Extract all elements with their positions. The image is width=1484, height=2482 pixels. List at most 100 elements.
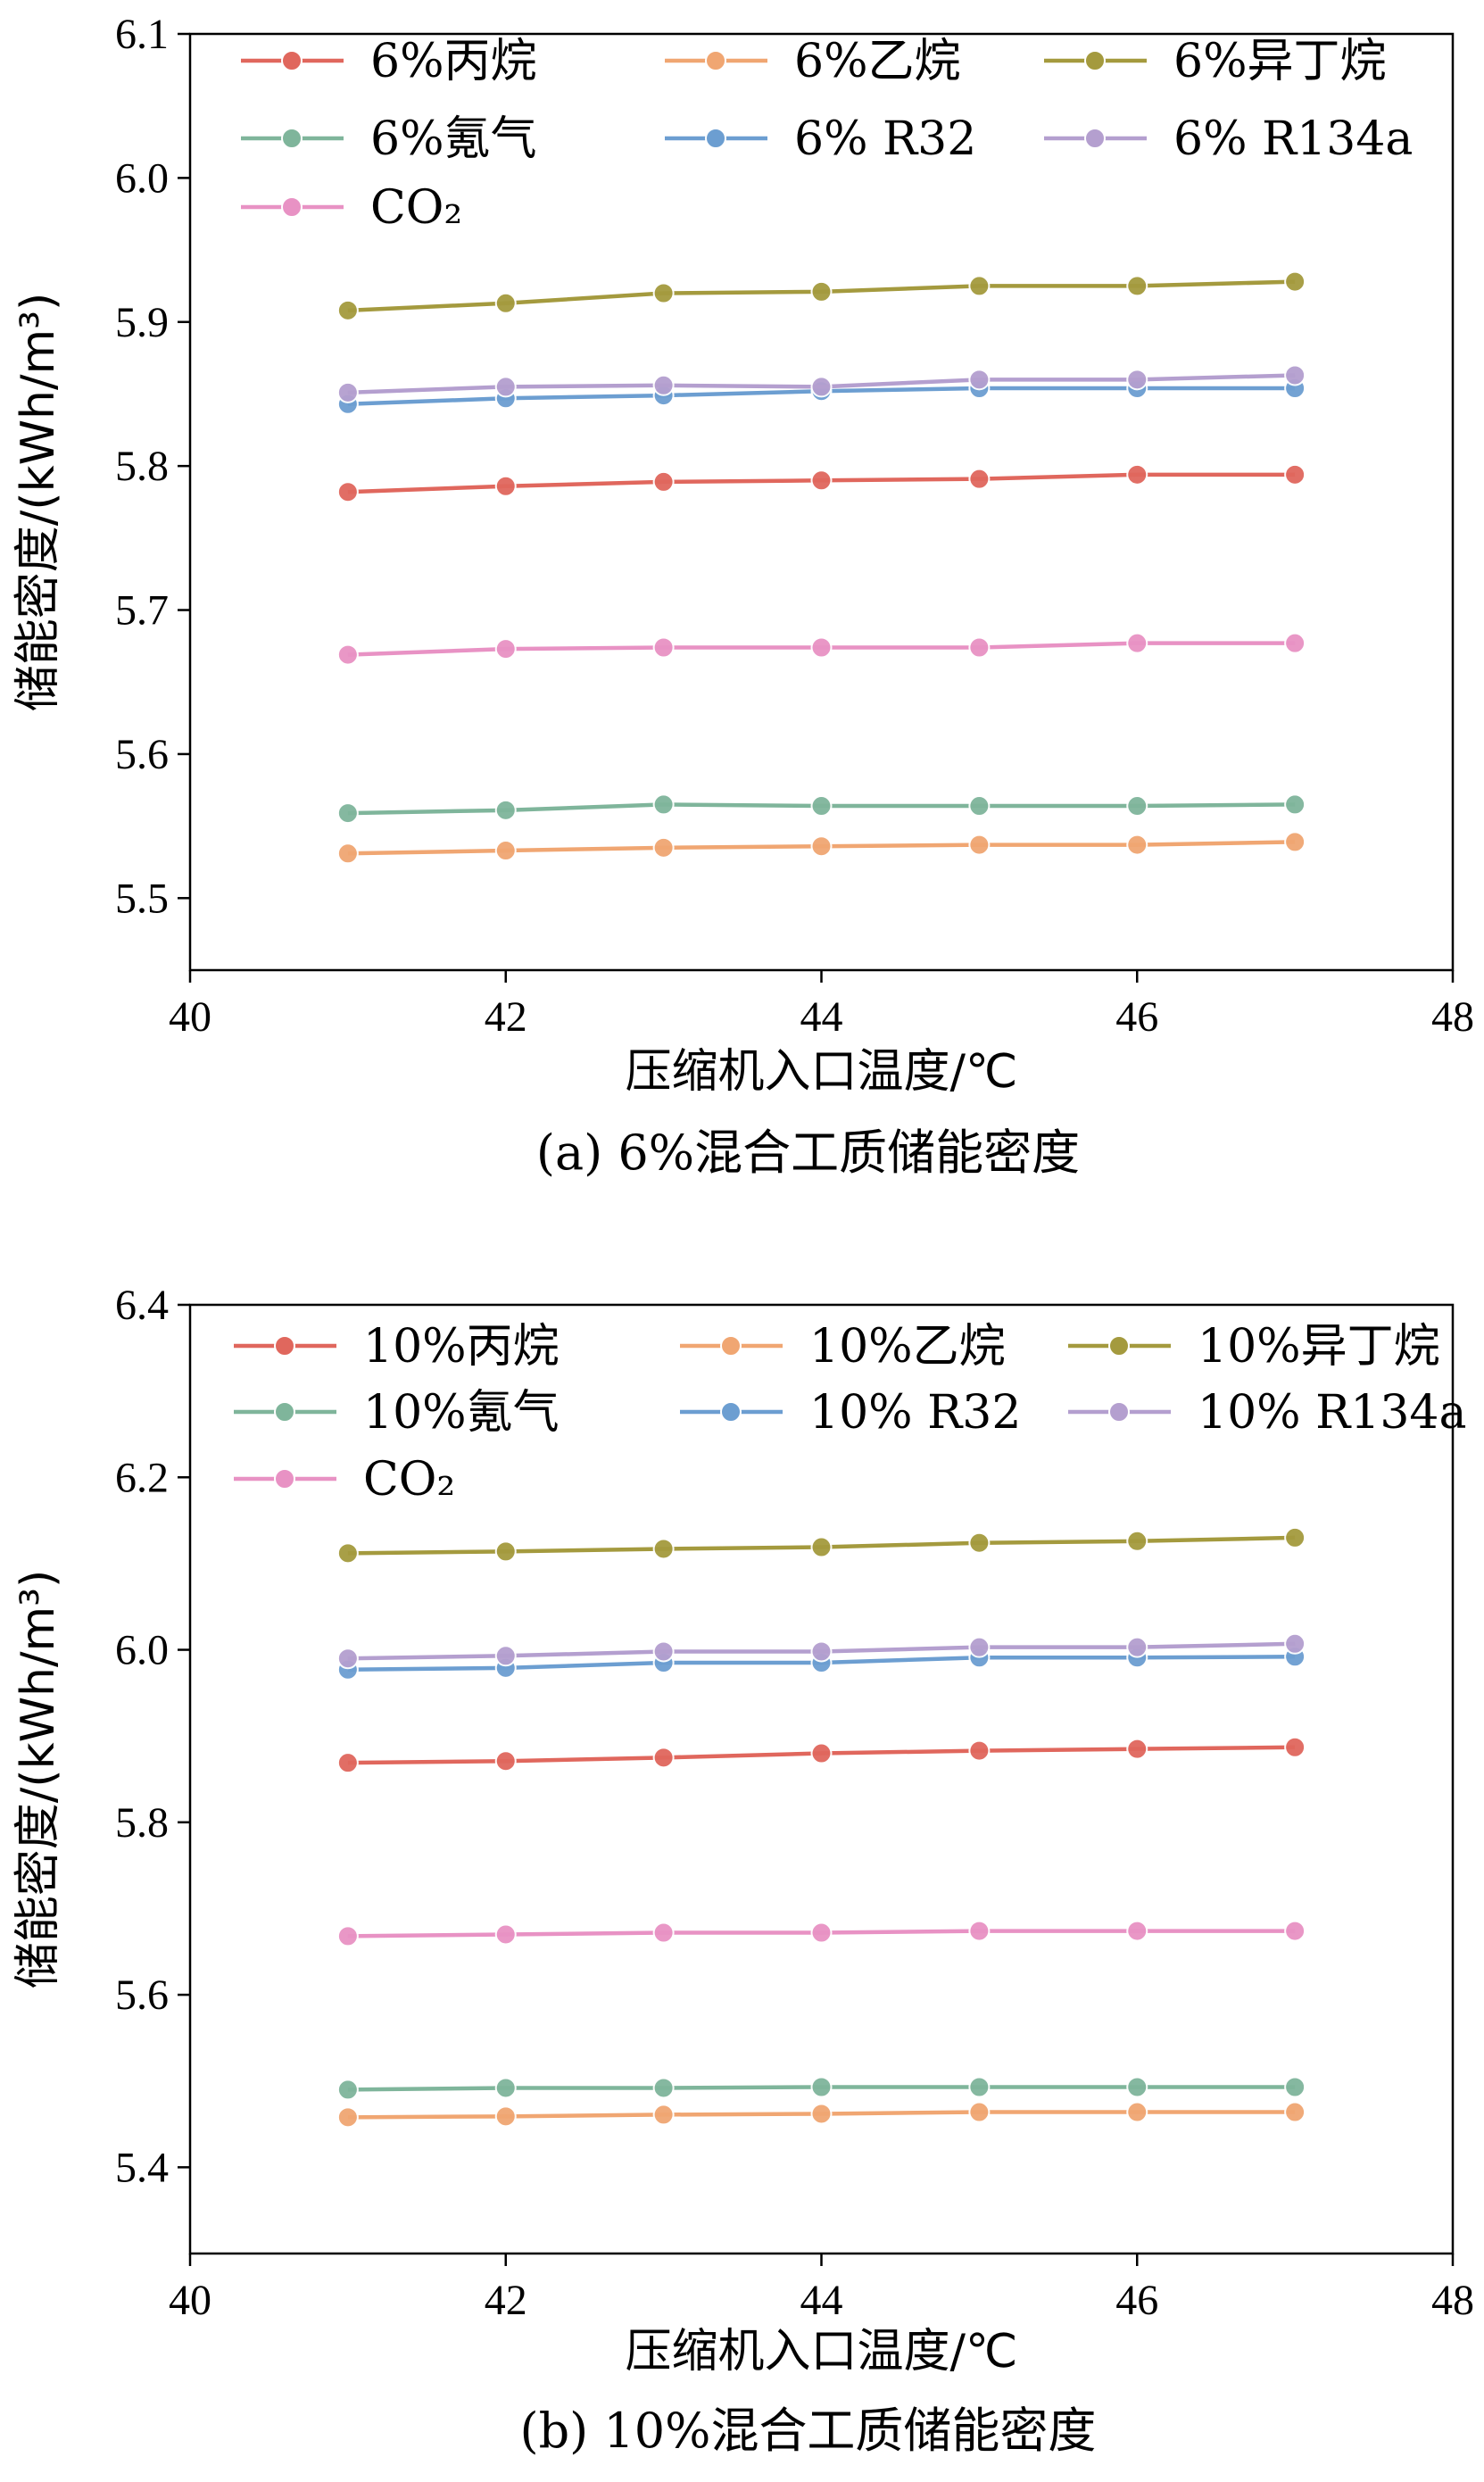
x-axis-title: 压缩机入口温度/℃ [626,1045,1018,1099]
data-point [968,795,991,818]
data-point [1284,1736,1306,1758]
data-point [652,2104,675,2126]
data-point [336,299,359,321]
plot-frame [188,32,1455,972]
x-tick-label: 48 [1431,993,1474,1041]
legend-marker [281,128,303,149]
data-point [968,1532,991,1554]
legend-marker [274,1401,295,1423]
data-point [968,1636,991,1658]
legend-label: 6% R32 [794,112,976,166]
data-point [1126,463,1148,486]
legend-label: 6%丙烷 [370,35,537,88]
legend-label: 6%乙烷 [794,35,961,88]
legend-label: 10%氪气 [363,1386,560,1440]
y-tick-label: 6.2 [115,1454,169,1501]
data-point [1284,364,1306,386]
x-tick-label: 40 [169,993,211,1041]
data-point [652,374,675,396]
data-point [652,1747,675,1769]
y-tick-label: 5.4 [115,2144,169,2191]
x-tick-label: 46 [1115,2277,1158,2324]
data-point [494,475,517,497]
data-point [1284,270,1306,293]
data-point [1126,2076,1148,2098]
y-tick-label: 6.0 [115,1627,169,1674]
data-point [1126,1920,1148,1942]
legend-label: CO₂ [370,181,462,235]
x-tick-label: 44 [800,2277,843,2324]
x-tick-label: 42 [485,993,527,1041]
data-point [968,636,991,659]
data-point [336,802,359,825]
y-tick-label: 6.1 [115,11,169,58]
legend-marker [1108,1401,1130,1423]
x-tick-label: 40 [169,2277,211,2324]
data-point [336,1542,359,1565]
data-point [1126,632,1148,654]
data-point [652,1922,675,1944]
data-point [1126,1738,1148,1760]
data-point [336,2106,359,2129]
data-point [652,1640,675,1663]
chart-a: 40 42 44 46 48 5.5 5.6 5.7 5.8 5.9 6.0 6.1 压缩机入口温度/℃… [12,11,1474,1181]
data-point [968,834,991,856]
x-tick-label: 46 [1115,993,1158,1041]
data-point [1126,1636,1148,1658]
data-point [1284,1632,1306,1655]
data-point [968,2101,991,2123]
data-point [494,1923,517,1946]
y-tick-label: 5.6 [115,731,169,778]
y-tick-label: 5.8 [115,1799,169,1847]
x-tick-label: 42 [485,2277,527,2324]
data-point [652,636,675,659]
data-point [968,369,991,391]
data-point [1126,795,1148,818]
y-axis-title: 储能密度/(kWh/m³) [12,293,65,712]
legend-marker [1084,50,1106,71]
y-tick-label: 5.7 [115,587,169,635]
y-tick-label: 5.6 [115,1971,169,2019]
data-point [1284,793,1306,816]
data-point [810,469,833,492]
y-tick-label: 6.4 [115,1282,169,1329]
data-point [1284,2101,1306,2123]
data-point [336,381,359,403]
data-point [1126,2101,1148,2123]
legend-marker [281,50,303,71]
data-point [652,470,675,493]
legend-marker [720,1335,742,1357]
data-point [810,1536,833,1558]
data-point [336,843,359,865]
data-point [968,468,991,490]
chart-b: 40 42 44 46 48 5.4 5.6 5.8 6.0 6.2 6.4 压缩机入口温度/℃ 储能密… [12,1282,1474,2459]
legend-label: 6%异丁烷 [1173,35,1387,88]
data-point [336,643,359,666]
data-point [336,2079,359,2101]
data-point [336,1925,359,1947]
legend-label: 10%异丁烷 [1198,1320,1440,1374]
data-point [1126,369,1148,391]
data-point [494,1540,517,1563]
chart-caption: (b) 10%混合工质储能密度 [520,2403,1097,2459]
data-point [810,835,833,858]
data-point [494,799,517,821]
data-point [336,481,359,503]
data-point [336,1752,359,1774]
data-point [810,2103,833,2125]
data-point [810,1922,833,1944]
data-point [652,282,675,304]
y-tick-label: 5.5 [115,875,169,922]
data-point [494,2105,517,2128]
legend-label: 6%氪气 [370,112,537,166]
data-point [1126,275,1148,297]
data-point [1284,632,1306,654]
data-point [1284,463,1306,486]
data-point [652,836,675,859]
legend-marker [1084,128,1106,149]
data-point [810,795,833,818]
data-point [494,2077,517,2099]
data-point [494,638,517,660]
legend-label: 10% R32 [809,1386,1021,1440]
